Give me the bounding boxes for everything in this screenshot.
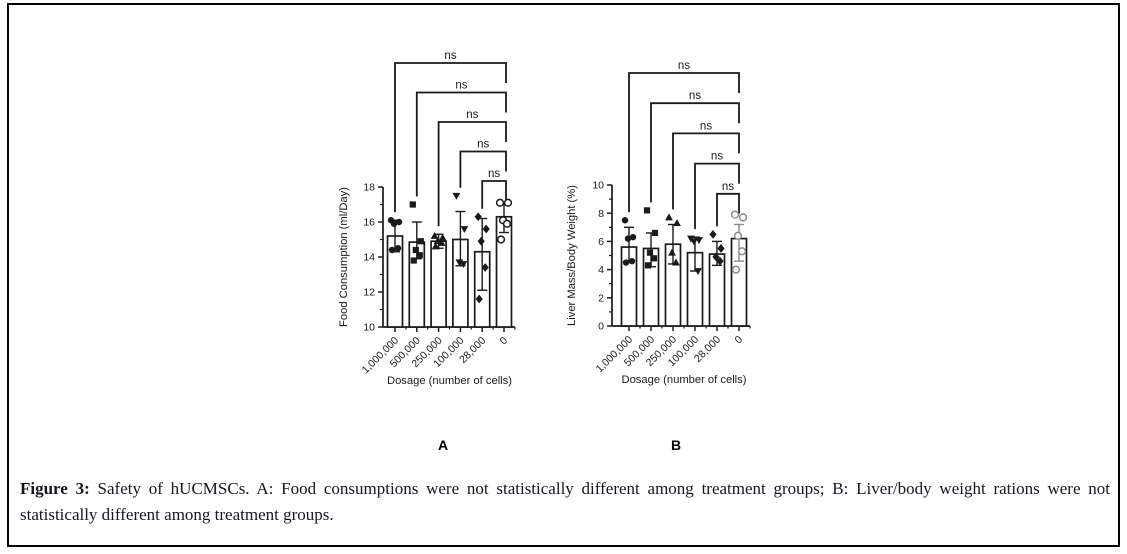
data-point <box>410 257 417 264</box>
data-point <box>495 198 505 207</box>
data-point <box>459 261 468 268</box>
data-point <box>475 294 483 304</box>
data-point <box>455 259 464 267</box>
data-point <box>716 256 724 266</box>
data-point <box>390 220 398 227</box>
data-point <box>395 218 403 226</box>
data-point <box>731 265 741 274</box>
significance-bracket <box>694 162 740 230</box>
data-point <box>737 247 747 256</box>
data-point <box>433 237 442 245</box>
data-point <box>672 258 680 266</box>
data-point <box>629 233 637 241</box>
y-tick-label: 0 <box>598 321 604 333</box>
significance-bracket <box>394 62 507 213</box>
bar <box>495 215 513 328</box>
significance-bracket <box>650 102 740 203</box>
data-point <box>438 233 447 241</box>
ns-label: ns <box>455 80 467 92</box>
significance-bracket <box>459 150 507 188</box>
data-point <box>482 224 490 234</box>
figure-border <box>7 3 1120 547</box>
data-point <box>665 213 673 221</box>
figure-caption-label: Figure 3: <box>20 479 90 498</box>
x-axis-label: Dosage (number of cells) <box>622 374 747 386</box>
x-tick-label: 0 <box>498 335 511 348</box>
x-axis-label: Dosage (number of cells) <box>387 375 512 387</box>
data-point <box>412 246 419 254</box>
data-point <box>394 245 402 252</box>
data-point <box>622 259 630 266</box>
chart-b-liver-mass-body-weight: nsnsnsnsns02468101,000,000500,000250,000… <box>566 60 751 386</box>
figure-caption: Figure 3: Safety of hUCMSCs. A: Food con… <box>20 476 1110 529</box>
y-tick-label: 16 <box>363 217 375 229</box>
y-tick-label: 10 <box>363 322 375 334</box>
data-point <box>388 246 396 254</box>
data-point <box>733 231 743 240</box>
ns-label: ns <box>678 60 690 72</box>
y-axis-label: Food Consumption (ml/Day) <box>338 187 350 327</box>
data-point <box>416 252 423 259</box>
y-tick-label: 4 <box>598 264 604 276</box>
data-point <box>694 268 702 276</box>
y-tick-label: 8 <box>598 208 604 220</box>
data-point <box>496 235 506 244</box>
y-tick-label: 12 <box>363 287 375 299</box>
y-tick-label: 2 <box>598 292 604 304</box>
ns-label: ns <box>722 181 734 193</box>
significance-bracket <box>481 180 507 209</box>
chart-a-food-consumption: nsnsnsnsns10121416181,000,000500,000250,… <box>338 50 516 387</box>
significance-bracket <box>628 72 740 213</box>
data-point <box>644 262 652 269</box>
significance-bracket <box>672 132 740 210</box>
figure-caption-text: Safety of hUCMSCs. A: Food consumptions … <box>20 479 1110 525</box>
data-point <box>437 239 446 246</box>
data-point <box>651 229 659 237</box>
data-point <box>503 198 513 207</box>
bar <box>430 240 447 328</box>
data-point <box>474 212 482 222</box>
ns-label: ns <box>466 109 478 121</box>
y-tick-label: 6 <box>598 236 604 248</box>
ns-label: ns <box>689 90 701 102</box>
y-tick-label: 10 <box>592 180 604 192</box>
data-point <box>431 242 440 250</box>
ns-label: ns <box>477 139 489 151</box>
data-point <box>690 238 698 246</box>
ns-label: ns <box>444 50 456 62</box>
data-point <box>712 252 720 262</box>
data-point <box>673 219 681 226</box>
significance-bracket <box>437 121 507 227</box>
data-point <box>477 236 485 246</box>
panel-label-a: A <box>438 437 449 453</box>
ns-label: ns <box>711 151 723 163</box>
y-axis-label: Liver Mass/Body Weight (%) <box>566 185 578 326</box>
data-point <box>409 201 416 208</box>
data-point <box>624 235 632 242</box>
y-tick-label: 18 <box>363 182 375 194</box>
ns-label: ns <box>488 168 500 180</box>
data-point <box>460 226 469 233</box>
data-point <box>621 217 629 224</box>
data-point <box>430 232 439 239</box>
data-point <box>668 248 676 256</box>
data-point <box>738 213 748 222</box>
data-point <box>650 255 658 262</box>
significance-bracket <box>415 91 507 197</box>
data-point <box>502 219 512 228</box>
panel-label-b: B <box>671 437 682 453</box>
ns-label: ns <box>700 120 712 132</box>
data-point <box>452 192 461 200</box>
y-tick-label: 14 <box>363 252 375 264</box>
x-tick-label: 0 <box>733 334 746 347</box>
data-point <box>717 244 725 253</box>
data-point <box>646 249 654 256</box>
data-point <box>417 238 424 245</box>
significance-bracket <box>716 192 740 227</box>
data-point <box>709 229 717 239</box>
data-point <box>730 210 740 219</box>
data-point <box>628 257 636 265</box>
data-point <box>643 207 651 214</box>
